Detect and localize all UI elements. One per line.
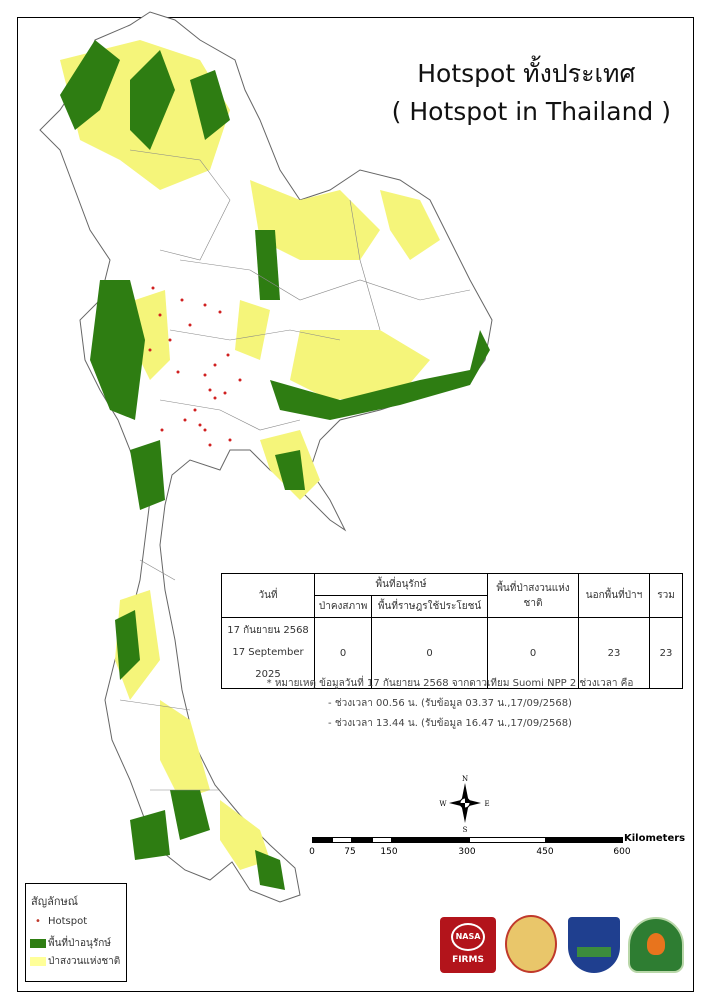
header-total: รวม: [649, 573, 683, 618]
table-row: 17 กันยายน 2568 17 September 2025 0 0 0 2…: [221, 617, 683, 689]
title-thai: Hotspot ทั้งประเทศ: [417, 59, 636, 88]
note-line: - ช่วงเวลา 00.56 น. (รับข้อมูล 03.37 น.,…: [328, 698, 572, 709]
hotspot-point: [183, 418, 187, 422]
hotspot-point: [223, 391, 227, 395]
compass-s: S: [463, 826, 468, 834]
hotspot-point: [176, 370, 180, 374]
hotspot-point: [193, 408, 197, 412]
header-national-reserve: พื้นที่ป่าสงวนแห่งชาติ: [487, 573, 579, 618]
hotspot-summary-table: วันที่ พื้นที่อนุรักษ์ พื้นที่ป่าสงวนแห่…: [221, 573, 683, 689]
date-english: 17 September 2025: [232, 647, 304, 680]
hotspot-point: [188, 323, 192, 327]
note-line: - ช่วงเวลา 13.44 น. (รับข้อมูล 16.47 น.,…: [328, 718, 572, 729]
forest-fire-control-logo: [628, 917, 684, 973]
header-outside-forest: นอกพื้นที่ป่าฯ: [578, 573, 650, 618]
cell-total: 23: [649, 617, 683, 689]
compass-rose: N S W E: [439, 775, 489, 834]
compass-e: E: [484, 800, 489, 808]
hotspot-point: [213, 363, 217, 367]
hotspot-point: [180, 298, 184, 302]
province-borders: [119, 149, 471, 791]
hotspot-point: [228, 438, 232, 442]
hotspot-point: [198, 423, 202, 427]
cell-outside-forest: 23: [578, 617, 650, 689]
firms-text: FIRMS: [452, 955, 484, 965]
hotspot-point: [168, 338, 172, 342]
hotspot-point: [148, 348, 152, 352]
legend-label: Hotspot: [48, 916, 88, 927]
hotspot-dot-icon: •: [35, 916, 41, 927]
hotspot-point: [218, 310, 222, 314]
hotspot-point: [203, 303, 207, 307]
scale-unit: Kilometers: [624, 833, 686, 844]
scale-tick: 600: [613, 847, 631, 857]
scale-tick: 300: [458, 847, 476, 857]
hotspot-point: [238, 378, 242, 382]
conservation-swatch: [30, 939, 46, 948]
header-intact-forest: ป่าคงสภาพ: [313, 595, 373, 618]
reserve-swatch: [30, 957, 46, 966]
legend-label: ป่าสงวนแห่งชาติ: [48, 956, 121, 967]
compass-n: N: [462, 775, 468, 783]
compass-w: W: [439, 800, 447, 808]
header-date: วันที่: [221, 573, 315, 618]
hotspot-point: [203, 373, 207, 377]
scale-tick: 150: [380, 847, 398, 857]
cell-intact-forest: 0: [313, 617, 373, 689]
hotspot-point: [208, 443, 212, 447]
conservation-areas: [60, 40, 490, 890]
scale-tick: 75: [344, 847, 356, 857]
department-seal-logo: [505, 915, 557, 973]
legend: สัญลักษณ์ • Hotspot พื้นที่ป่าอนุรักษ์ ป…: [25, 883, 127, 982]
legend-item-reserve: ป่าสงวนแห่งชาติ: [30, 954, 120, 969]
agency-shield-logo: [568, 917, 620, 973]
title-english: ( Hotspot in Thailand ): [391, 97, 671, 126]
hotspot-point: [203, 428, 207, 432]
hotspot-point: [151, 286, 155, 290]
hotspot-layer: [148, 286, 242, 447]
hotspot-point: [213, 396, 217, 400]
note-line: * หมายเหตุ ข้อมูลวันที่ 17 กันยายน 2568 …: [266, 678, 634, 689]
hotspot-point: [208, 388, 212, 392]
cell-national-reserve: 0: [487, 617, 579, 689]
hotspot-point: [226, 353, 230, 357]
header-community-use: พื้นที่ราษฎรใช้ประโยชน์: [371, 595, 488, 618]
hotspot-point: [160, 428, 164, 432]
header-conservation: พื้นที่อนุรักษ์: [314, 573, 488, 596]
map-frame: [17, 17, 694, 992]
hotspot-point: [158, 313, 162, 317]
nasa-firms-logo: NASA FIRMS: [440, 917, 496, 973]
notes: * หมายเหตุ ข้อมูลวันที่ 17 กันยายน 2568 …: [230, 674, 670, 734]
cell-community-use: 0: [371, 617, 488, 689]
legend-item-conservation: พื้นที่ป่าอนุรักษ์: [30, 936, 111, 951]
scale-tick: 450: [536, 847, 554, 857]
legend-label: พื้นที่ป่าอนุรักษ์: [48, 938, 111, 949]
date-thai: 17 กันยายน 2568: [227, 625, 309, 636]
legend-item-hotspot: • Hotspot: [30, 916, 87, 927]
scale-tick: 0: [309, 847, 315, 857]
legend-title: สัญลักษณ์: [31, 895, 78, 908]
map-title: Hotspot ทั้งประเทศ ( Hotspot in Thailand…: [392, 55, 671, 131]
